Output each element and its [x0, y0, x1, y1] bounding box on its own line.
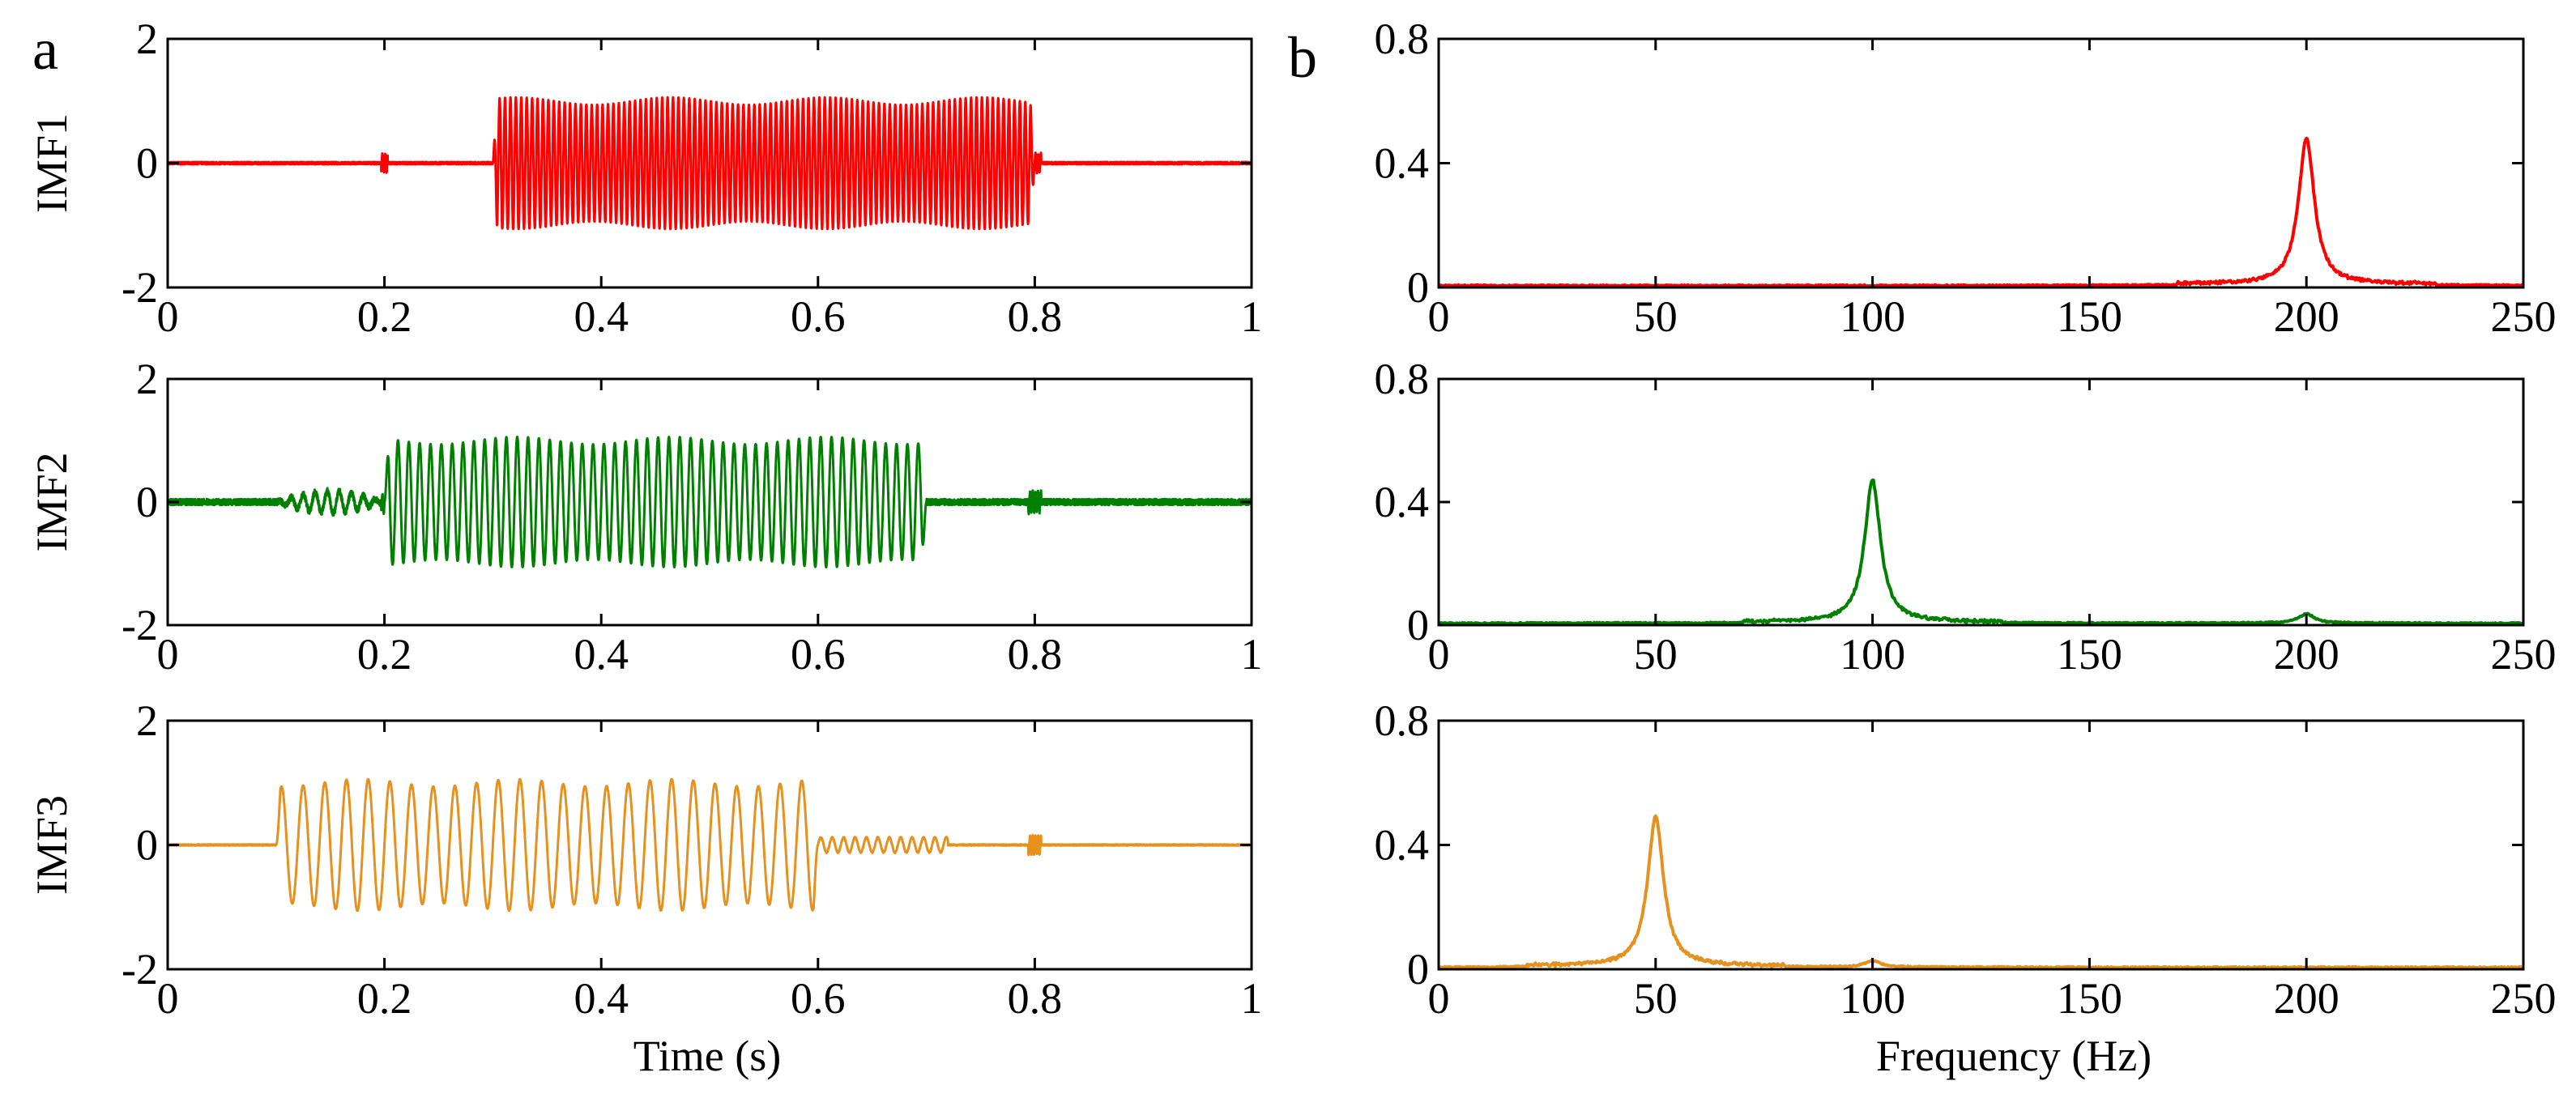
x-tick-label: 250	[2491, 974, 2557, 1023]
x-tick-label: 0.8	[1008, 974, 1063, 1023]
x-tick-label: 0.6	[791, 630, 846, 679]
x-tick-label: 200	[2274, 292, 2339, 341]
x-tick-label: 0.2	[357, 974, 412, 1023]
x-tick-label: 50	[1634, 974, 1678, 1023]
x-tick-label: 150	[2057, 292, 2122, 341]
x-tick-label: 100	[1840, 292, 1905, 341]
y-tick-label: 2	[136, 15, 158, 63]
y-tick-label: 0	[136, 478, 158, 526]
panel-label-a: a	[32, 17, 58, 82]
frequency-axis-title: Frequency (Hz)	[1876, 1032, 2152, 1080]
y-axis-label: IMF2	[28, 452, 76, 551]
x-tick-label: 50	[1634, 630, 1678, 679]
y-tick-label: 2	[136, 355, 158, 403]
x-tick-label: 0	[157, 974, 179, 1023]
panel-label-b: b	[1288, 25, 1317, 90]
x-tick-label: 200	[2274, 630, 2339, 679]
x-tick-label: 0.6	[791, 974, 846, 1023]
x-tick-label: 0	[157, 630, 179, 679]
x-tick-label: 0.8	[1008, 630, 1063, 679]
x-tick-label: 150	[2057, 630, 2122, 679]
y-tick-label: 0	[1407, 945, 1429, 994]
y-axis-label: IMF1	[28, 113, 76, 213]
x-tick-label: 0	[1428, 292, 1450, 341]
y-tick-label: 0	[1407, 601, 1429, 649]
y-axis-label: IMF3	[28, 795, 76, 895]
x-tick-label: 1	[1241, 292, 1263, 341]
x-tick-label: 0.4	[574, 292, 629, 341]
y-tick-label: 0	[136, 139, 158, 188]
y-tick-label: 2	[136, 696, 158, 745]
subplot-imf2-spectrum: 0 50 100 150 200 250 0 0.4 0.8	[1375, 355, 2557, 679]
x-tick-label: 0	[157, 292, 179, 341]
subplot-imf1-spectrum: 0 50 100 150 200 250 0 0.4 0.8	[1375, 15, 2557, 341]
x-tick-label: 0.8	[1008, 292, 1063, 341]
time-axis-title: Time (s)	[633, 1032, 782, 1080]
series-line-imf1-spectrum	[1437, 137, 2524, 288]
y-tick-label: -2	[122, 263, 158, 312]
subplot-imf3-spectrum: 0 50 100 150 200 250 0 0.4 0.8	[1375, 696, 2557, 1023]
y-tick-label: 0.8	[1375, 696, 1430, 745]
plot-frame	[1437, 37, 2525, 289]
x-tick-label: 0	[1428, 974, 1450, 1023]
plot-frame	[1437, 377, 2525, 627]
x-tick-label: 50	[1634, 292, 1678, 341]
x-tick-label: 0.6	[791, 292, 846, 341]
x-tick-label: 150	[2057, 974, 2122, 1023]
x-tick-label: 0.2	[357, 292, 412, 341]
y-tick-label: 0.4	[1375, 139, 1430, 188]
x-tick-label: 0.4	[574, 974, 629, 1023]
y-tick-label: 0	[1407, 263, 1429, 312]
y-tick-label: -2	[122, 601, 158, 649]
y-tick-label: 0.8	[1375, 355, 1430, 403]
x-tick-label: 0.2	[357, 630, 412, 679]
plot-frame	[1437, 719, 2525, 971]
y-tick-label: 0	[136, 821, 158, 870]
x-tick-label: 100	[1840, 974, 1905, 1023]
y-tick-label: 0.8	[1375, 15, 1430, 63]
x-tick-label: 0	[1428, 630, 1450, 679]
y-tick-label: 0.4	[1375, 821, 1430, 870]
x-tick-label: 1	[1241, 974, 1263, 1023]
series-line-imf1-time	[166, 96, 1253, 231]
y-tick-label: 0.4	[1375, 478, 1430, 526]
series-line-imf3-time	[166, 777, 1253, 913]
x-tick-label: 1	[1241, 630, 1263, 679]
x-tick-label: 250	[2491, 630, 2557, 679]
x-tick-label: 0.4	[574, 630, 629, 679]
x-tick-label: 200	[2274, 974, 2339, 1023]
series-line-imf2-time	[166, 436, 1253, 568]
y-tick-label: -2	[122, 945, 158, 994]
x-tick-label: 100	[1840, 630, 1905, 679]
x-tick-label: 250	[2491, 292, 2557, 341]
series-line-imf3-spectrum	[1438, 814, 2524, 970]
series-line-imf2-spectrum	[1438, 478, 2524, 626]
